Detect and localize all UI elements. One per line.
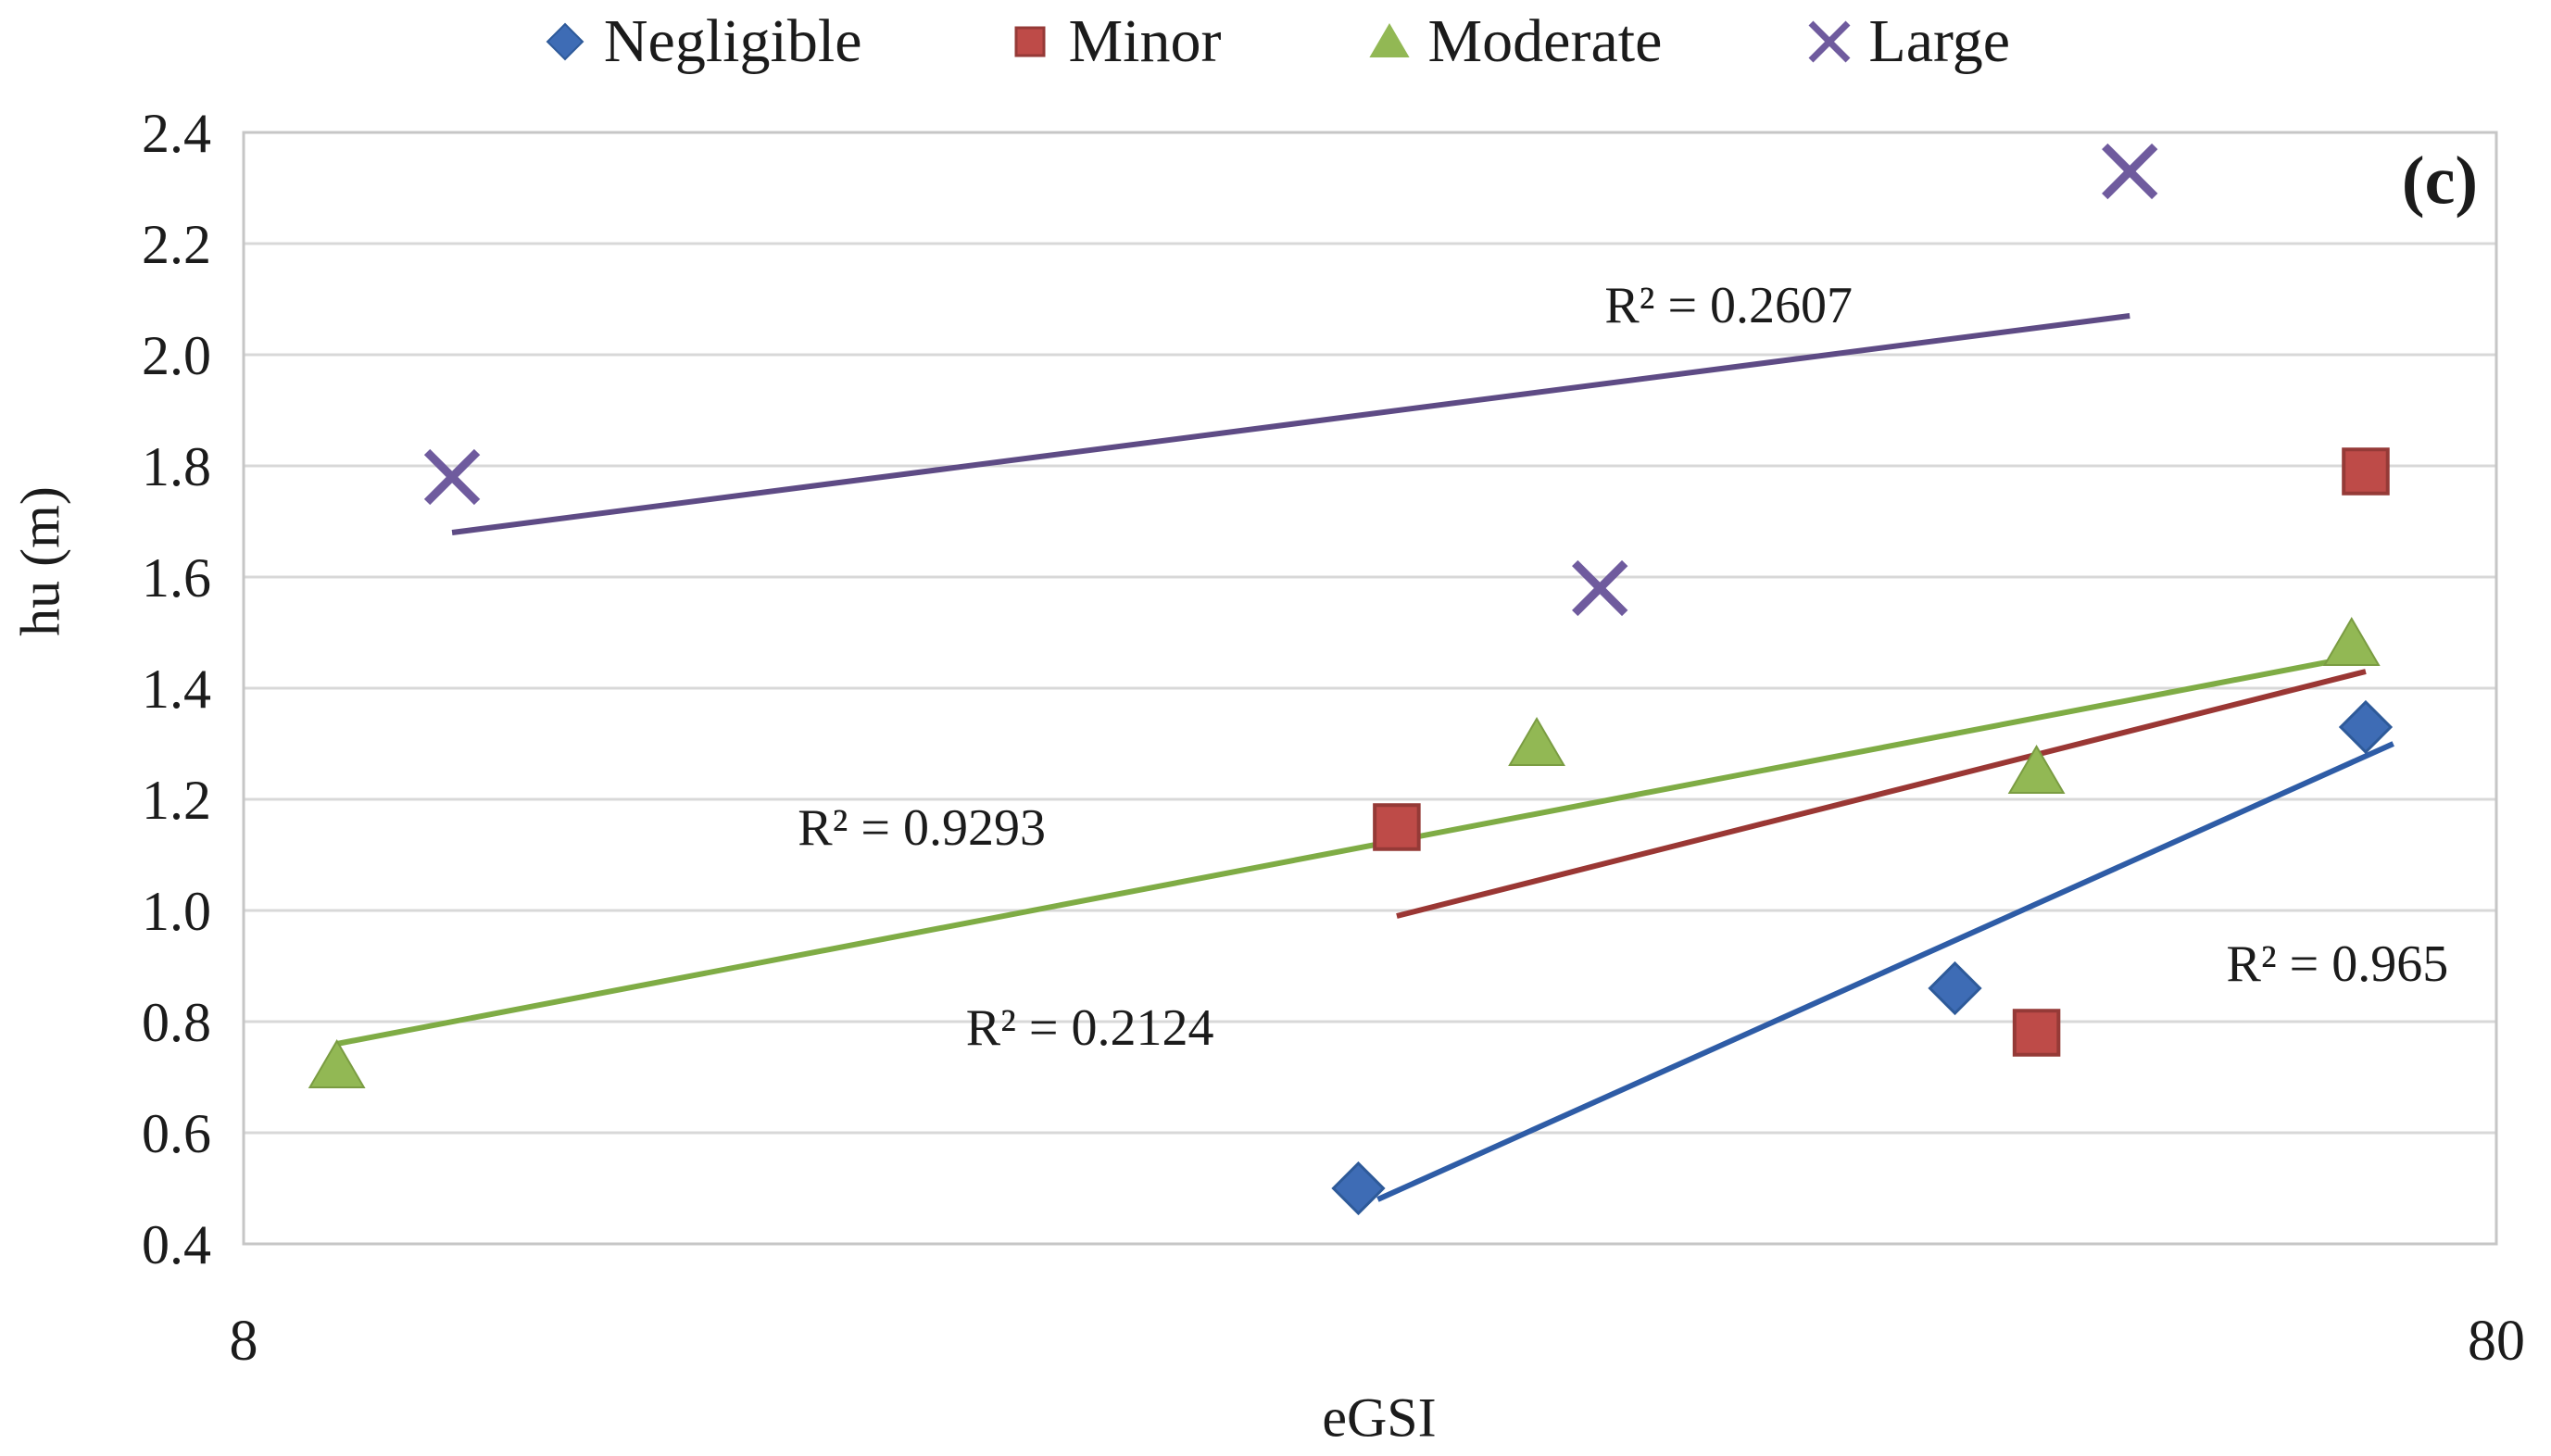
y-tick-label: 1.4 — [142, 659, 211, 720]
r2-annotation-minor: R² = 0.2124 — [966, 999, 1214, 1057]
y-tick-label: 0.8 — [142, 992, 211, 1053]
x-marker — [423, 448, 481, 506]
r2-annotation-large: R² = 0.2607 — [1604, 277, 1853, 334]
trendline-moderate — [336, 652, 2367, 1047]
y-tick-label: 2.0 — [142, 325, 211, 386]
legend-item-moderate: Moderate — [1365, 7, 1663, 75]
x-marker — [2102, 143, 2158, 200]
x-marker — [1572, 559, 1628, 617]
y-tick-label: 1.8 — [142, 436, 211, 497]
square-marker — [2342, 447, 2390, 496]
triangle-legend-icon — [1368, 23, 1410, 57]
legend-label: Large — [1868, 7, 2011, 75]
triangle-glyph — [1368, 23, 1410, 57]
panel-label: (c) — [2401, 143, 2479, 220]
x-legend-icon — [1808, 20, 1851, 63]
x-axis-title: eGSI — [1322, 1387, 1437, 1449]
r2-annotation-moderate: R² = 0.9293 — [798, 799, 1046, 857]
legend-label: Moderate — [1427, 7, 1663, 75]
trendline-negligible — [1376, 741, 2394, 1202]
triangle-marker — [1508, 717, 1565, 766]
chart-legend: Negligible Minor Moderate Large — [0, 11, 2551, 72]
y-tick-label: 1.6 — [142, 547, 211, 609]
square-marker — [1373, 803, 1421, 851]
y-tick-label: 1.0 — [142, 881, 211, 942]
y-tick-label: 0.4 — [142, 1214, 211, 1275]
y-tick-label: 2.4 — [142, 103, 211, 164]
square-glyph — [1014, 26, 1045, 57]
x-glyph — [1808, 20, 1851, 63]
legend-label: Minor — [1068, 7, 1222, 75]
trendline-large — [451, 313, 2130, 535]
diamond-marker — [1928, 960, 1982, 1016]
x-tick-label: 8 — [230, 1310, 258, 1373]
triangle-marker — [2007, 745, 2066, 794]
legend-item-large: Large — [1805, 11, 2010, 72]
diamond-glyph — [546, 22, 584, 61]
triangle-marker — [2322, 617, 2381, 666]
r2-annotation-negligible: R² = 0.965 — [2226, 935, 2448, 993]
plot-border — [242, 131, 2498, 1246]
square-legend-icon — [1014, 26, 1045, 57]
y-tick-label: 2.2 — [142, 214, 211, 275]
y-tick-label: 1.2 — [142, 770, 211, 831]
x-tick-label: 80 — [2468, 1310, 2525, 1373]
square-marker — [2012, 1009, 2061, 1057]
legend-label: Negligible — [603, 7, 862, 75]
y-axis-title: hu (m) — [9, 486, 71, 636]
y-tick-label: 0.6 — [142, 1103, 211, 1164]
diamond-marker — [2338, 699, 2394, 755]
trendline-minor — [1396, 669, 2367, 919]
legend-item-minor: Minor — [1006, 11, 1222, 72]
diamond-marker — [1331, 1161, 1386, 1216]
diamond-legend-icon — [546, 22, 584, 61]
triangle-marker — [308, 1039, 366, 1088]
legend-item-negligible: Negligible — [541, 11, 862, 72]
